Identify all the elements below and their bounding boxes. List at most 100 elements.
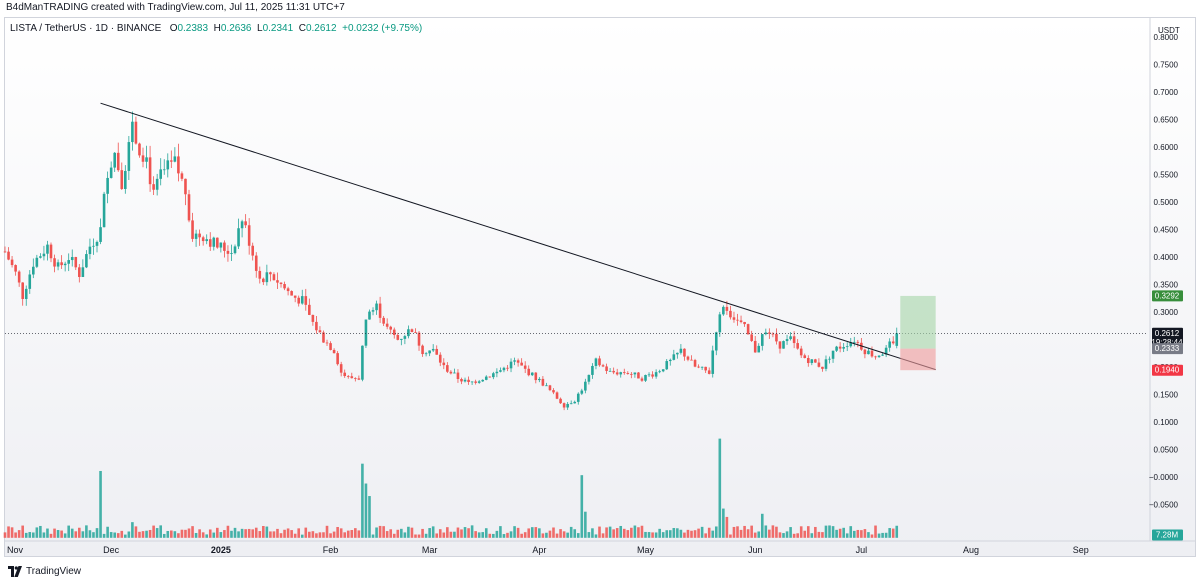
last-price-badge-bg — [1152, 327, 1183, 347]
volume-bar — [729, 534, 732, 538]
candle-body — [230, 253, 233, 254]
volume-bar — [216, 527, 219, 538]
candle-body — [484, 376, 488, 380]
price-tick-label: 0.8000 — [1154, 33, 1179, 42]
volume-bar — [739, 529, 743, 538]
close-value: 0.2612 — [305, 23, 337, 34]
candle-body — [743, 321, 746, 325]
candle-body — [35, 257, 39, 267]
volume-bar — [124, 534, 127, 538]
candle-body — [895, 333, 899, 346]
volume-bar — [746, 529, 750, 538]
candle-body — [665, 361, 669, 370]
candle-body — [315, 321, 318, 331]
volume-bar — [484, 528, 488, 538]
volume-bar — [697, 528, 700, 538]
candle-body — [389, 326, 393, 330]
stop-price-badge-bg — [1152, 364, 1183, 376]
candle-body — [492, 373, 495, 378]
candle-body — [852, 341, 856, 343]
candle-body — [431, 348, 435, 351]
candle-body — [580, 390, 584, 394]
candle-body — [152, 184, 155, 190]
volume-bar — [318, 532, 322, 538]
candle-body — [244, 221, 247, 226]
open-value: 0.2383 — [177, 23, 209, 34]
volume-bar — [477, 532, 481, 538]
tradingview-brand[interactable]: TradingView — [26, 566, 82, 577]
candle-body — [499, 370, 502, 372]
candle-body — [842, 347, 845, 349]
volume-bar — [608, 526, 612, 538]
candle-body — [194, 233, 198, 239]
volume-bar — [668, 530, 672, 538]
price-tick-label: 0.4000 — [1154, 253, 1179, 262]
candle-body — [711, 350, 715, 374]
candle-body — [516, 360, 520, 363]
candle-body — [385, 323, 389, 327]
candle-body — [605, 366, 608, 371]
volume-bar — [647, 532, 651, 538]
volume-bar — [598, 526, 601, 538]
candle-body — [601, 365, 605, 367]
volume-bar — [162, 533, 166, 538]
volume-bar — [438, 529, 442, 538]
volume-bar — [109, 532, 113, 538]
volume-bar — [389, 529, 393, 538]
candle-body — [888, 341, 891, 348]
price-tick-label: −0.0500 — [1149, 500, 1179, 509]
candle-body — [201, 237, 205, 242]
volume-bar — [569, 526, 573, 538]
volume-bar — [863, 529, 867, 538]
volume-bar — [509, 531, 513, 538]
volume-bar — [7, 526, 10, 538]
candle-body — [279, 282, 283, 285]
volume-bar — [269, 531, 272, 538]
candle-body — [70, 257, 74, 261]
volume-bar — [523, 532, 527, 538]
volume-bar — [446, 527, 449, 538]
price-tick-label: 0.1500 — [1154, 390, 1179, 399]
candle-body — [863, 349, 867, 355]
candle-body — [162, 169, 166, 171]
volume-bar — [782, 533, 785, 538]
candle-body — [346, 376, 350, 377]
volume-bar — [254, 527, 258, 538]
candle-body — [187, 194, 191, 221]
time-tick-label: Jul — [856, 545, 868, 555]
candle-body — [700, 366, 704, 368]
volume-bar — [17, 530, 21, 538]
volume-bar — [350, 530, 354, 538]
volume-bar — [474, 531, 477, 538]
candle-body — [339, 364, 343, 373]
volume-bar — [3, 532, 7, 538]
candle-body — [378, 303, 382, 318]
volume-bar — [166, 530, 170, 538]
price-tick-label: 0.6500 — [1154, 116, 1179, 125]
volume-bar — [852, 530, 856, 538]
candle-body — [74, 257, 78, 268]
volume-bar — [690, 530, 693, 538]
target-price-badge-bg — [1152, 290, 1183, 302]
volume-bar — [286, 528, 290, 538]
candle-body — [630, 373, 633, 375]
volume-bar — [849, 526, 853, 538]
candle-body — [668, 359, 672, 362]
volume-bar — [81, 531, 85, 538]
volume-bar — [131, 522, 134, 538]
volume-bar — [881, 532, 884, 538]
candle-body — [403, 336, 407, 339]
volume-bar — [725, 516, 729, 538]
tradingview-logo-icon[interactable] — [8, 566, 22, 577]
volume-bar — [520, 533, 523, 538]
candle-body — [216, 237, 219, 248]
entry-price-badge-text: 0.2333 — [1155, 344, 1180, 353]
candle-body — [325, 342, 329, 344]
candle-body — [421, 345, 424, 355]
candle-body — [85, 254, 88, 268]
candle-body — [254, 255, 258, 271]
candle-body — [240, 221, 244, 229]
volume-bar — [888, 528, 891, 538]
volume-bar — [555, 533, 559, 538]
